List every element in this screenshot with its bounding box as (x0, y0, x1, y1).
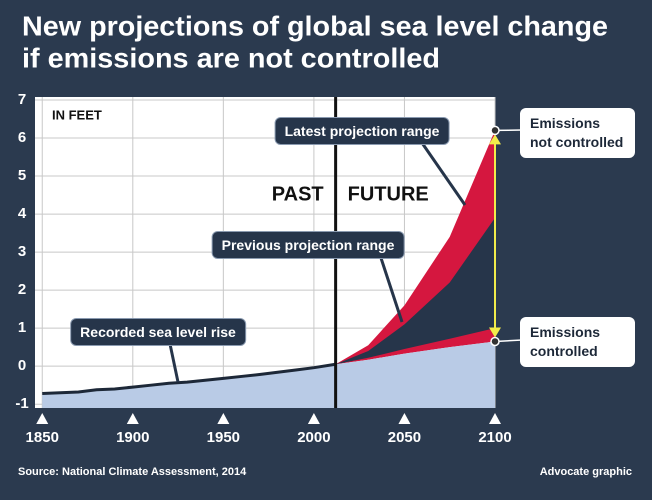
y-tick-label: 4 (18, 205, 27, 222)
pointer (168, 343, 180, 383)
y-tick-label: 5 (18, 167, 26, 184)
chart-subtitle: if emissions are not controlled (22, 42, 440, 73)
y-unit: IN FEET (52, 107, 102, 122)
legend-label: Emissions controlled (520, 317, 635, 367)
y-tick-label: 0 (18, 357, 26, 374)
end-point (490, 125, 500, 136)
x-tick-label: 2100 (478, 429, 511, 446)
label: PAST (272, 183, 324, 205)
chart-title: New projections of global sea level chan… (22, 10, 608, 41)
x-tick-label: 2050 (388, 429, 421, 446)
x-tick-label: 1950 (207, 429, 240, 446)
end-point (490, 336, 500, 347)
y-tick-label: 6 (18, 129, 26, 146)
band (335, 217, 495, 365)
arrow-head (489, 327, 501, 338)
y-tick-label: -1 (15, 395, 28, 412)
y-tick-label: 2 (18, 281, 26, 298)
x-tick-mark (126, 413, 139, 424)
legend-label: Emissions not controlled (520, 108, 635, 158)
x-tick-label: 1850 (26, 429, 59, 446)
pointer (418, 139, 467, 206)
x-tick-mark (36, 413, 49, 424)
label: FUTURE (348, 183, 429, 205)
x-tick-label: 2000 (297, 429, 330, 446)
y-tick-label: 1 (18, 319, 26, 336)
x-tick-mark (398, 413, 411, 424)
callout: Recorded sea level rise (70, 318, 246, 346)
source: Source: National Climate Assessment, 201… (18, 466, 247, 478)
x-tick-mark (307, 413, 320, 424)
y-tick-label: 7 (18, 91, 26, 108)
pointer (378, 254, 404, 323)
line (42, 362, 336, 396)
projection-area (335, 341, 495, 408)
callout: Previous projection range (211, 231, 405, 259)
credit: Advocate graphic (539, 466, 632, 478)
callout: Latest projection range (274, 117, 450, 145)
x-tick-label: 1900 (116, 429, 149, 446)
x-tick-mark (217, 413, 230, 424)
arrow-head (489, 134, 501, 145)
y-tick-label: 3 (18, 243, 26, 260)
x-tick-mark (489, 413, 501, 424)
